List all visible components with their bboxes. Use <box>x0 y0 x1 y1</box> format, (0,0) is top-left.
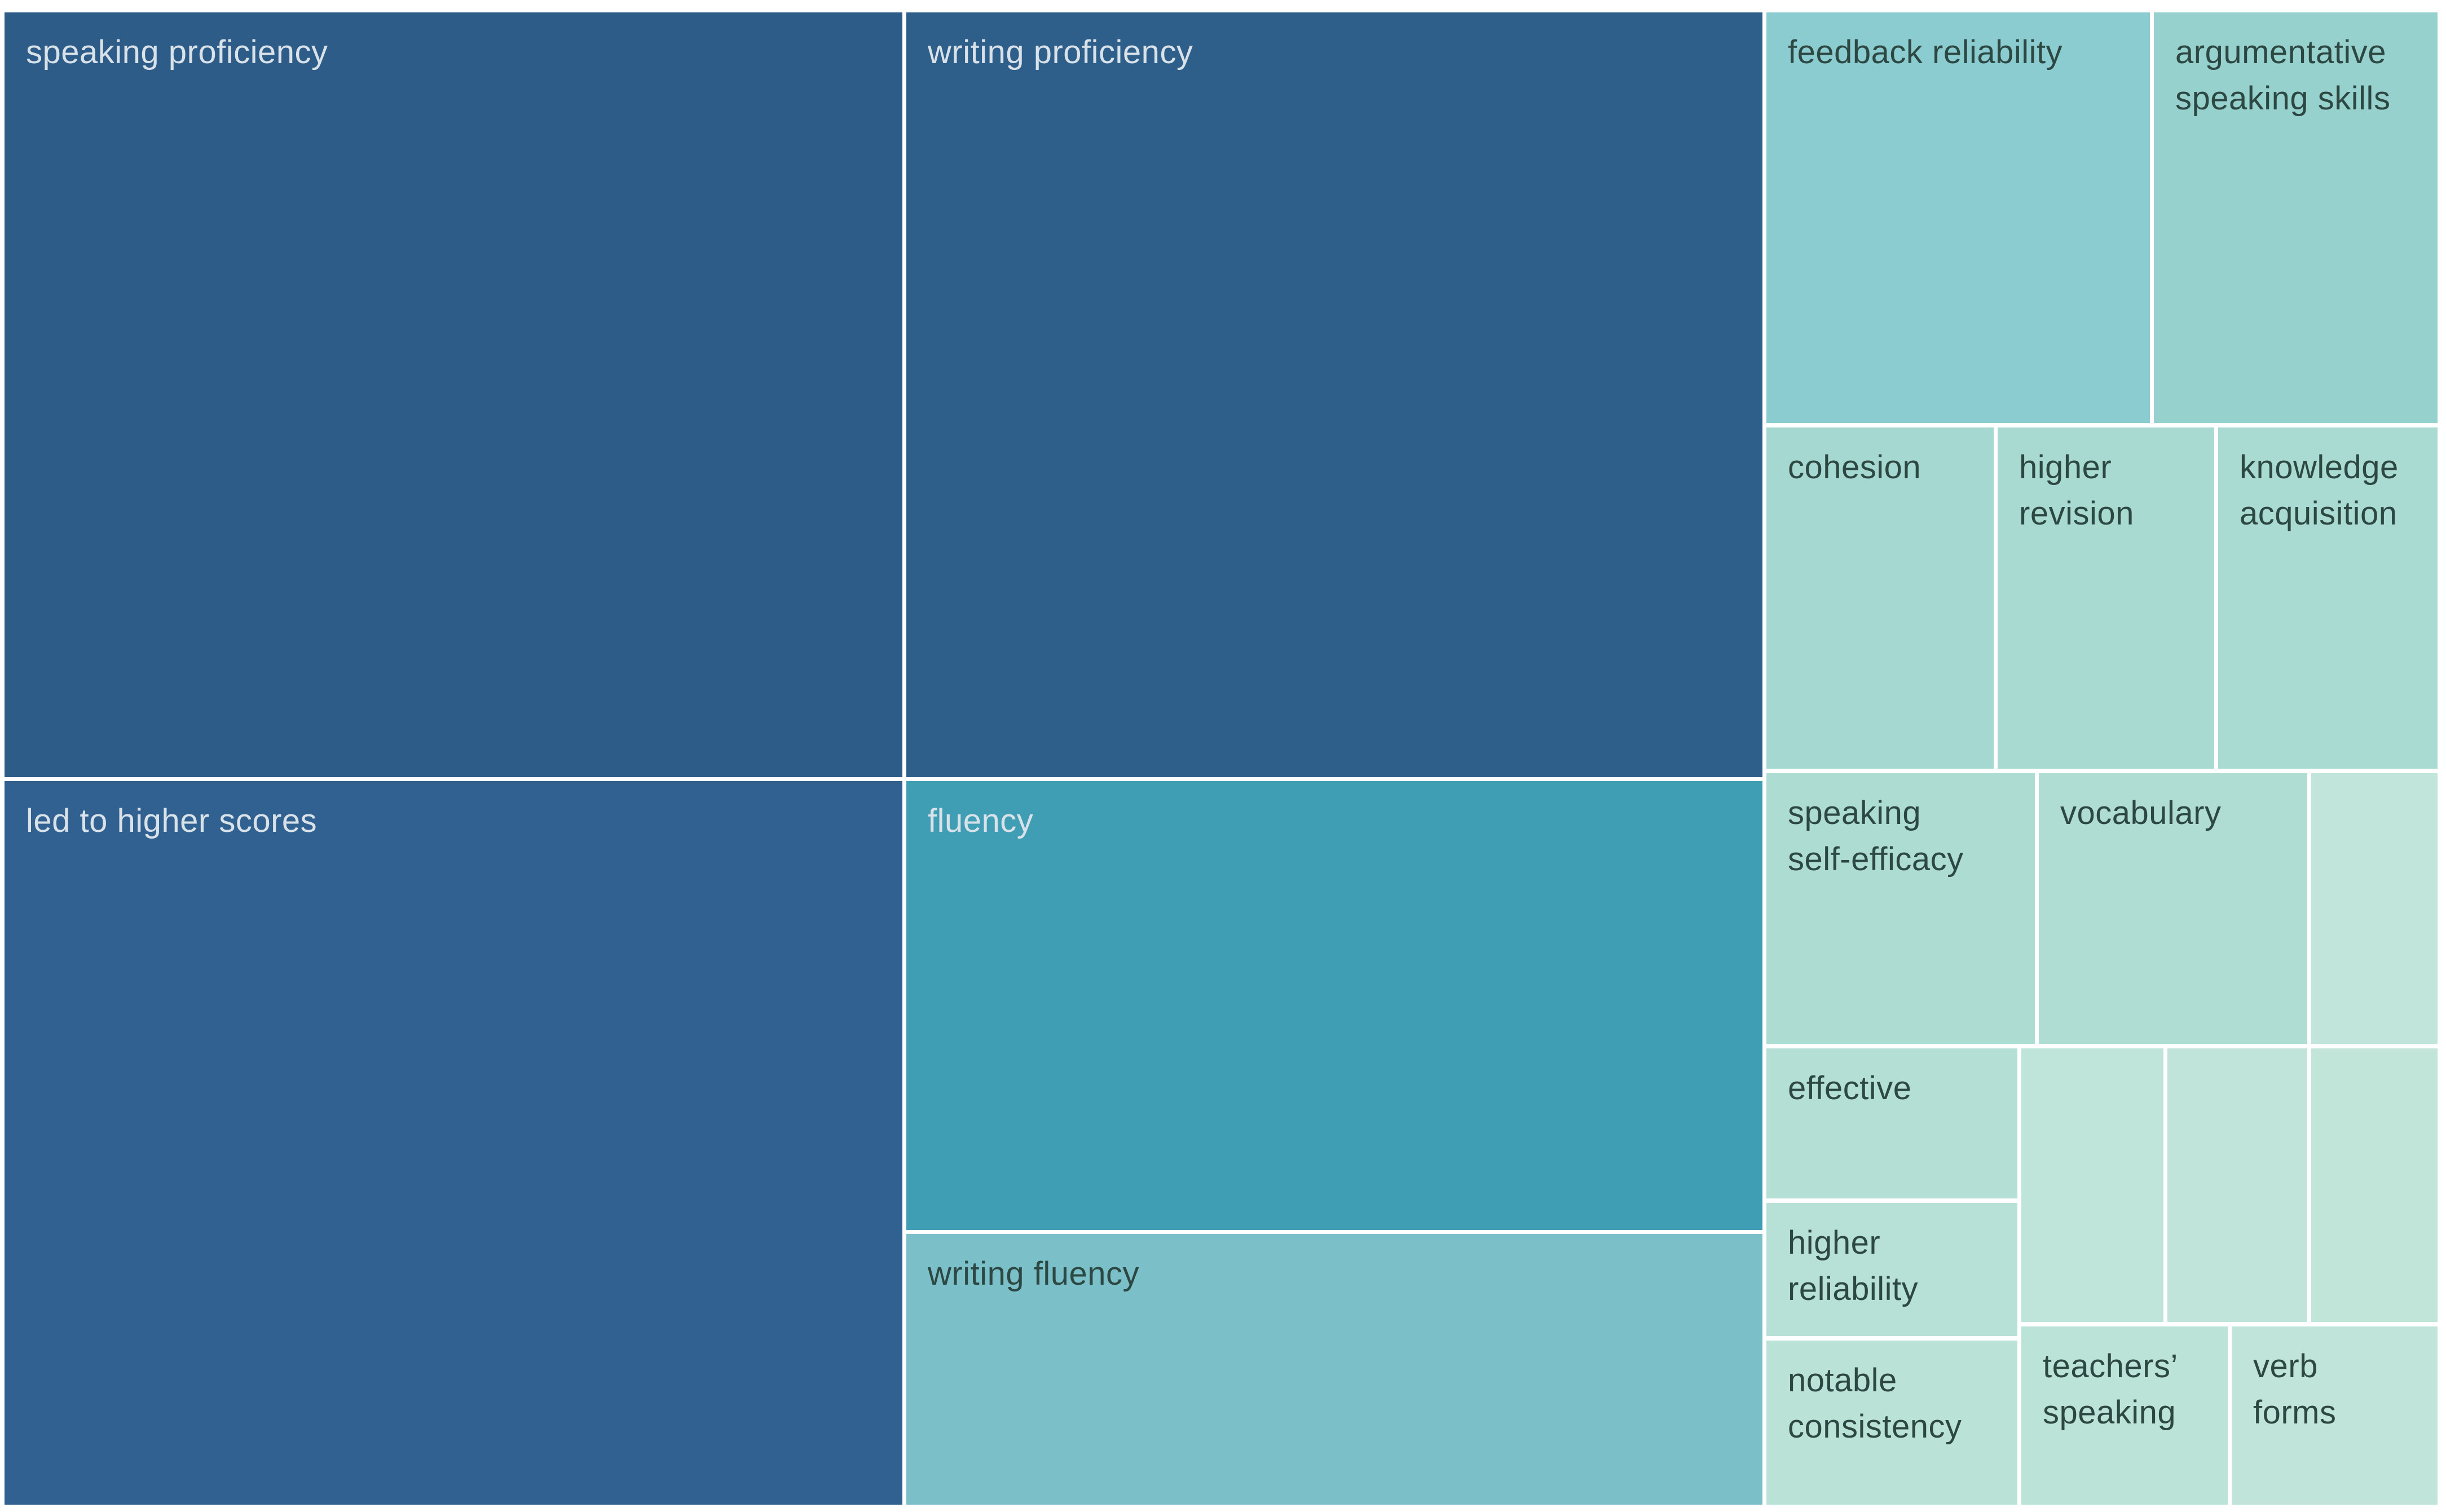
treemap-cell-label: verb forms <box>2253 1348 2337 1431</box>
treemap-cell-label: writing fluency <box>928 1255 1139 1292</box>
treemap-cell-cohesion[interactable]: cohesion <box>1766 427 1994 769</box>
treemap-cell-feedback-reliability[interactable]: feedback reliability <box>1766 12 2150 423</box>
treemap-cell-verb-forms[interactable]: verb forms <box>2232 1326 2438 1505</box>
treemap-cell-unlabeled-cell-3[interactable] <box>2167 1048 2307 1322</box>
treemap-cell-label: teachers’ speaking <box>2043 1348 2178 1431</box>
treemap-cell-vocabulary[interactable]: vocabulary <box>2039 773 2307 1044</box>
treemap-cell-label: speaking proficiency <box>26 34 328 70</box>
treemap-cell-higher-reliability[interactable]: higher reliability <box>1766 1203 2017 1336</box>
treemap-cell-label: higher revision <box>2019 449 2134 532</box>
treemap-cell-label: writing proficiency <box>928 34 1193 70</box>
treemap-cell-label: led to higher scores <box>26 803 318 839</box>
treemap-cell-writing-fluency[interactable]: writing fluency <box>906 1234 1762 1505</box>
treemap-cell-label: fluency <box>928 803 1034 839</box>
treemap-cell-label: knowledge acquisition <box>2240 449 2399 532</box>
treemap-cell-teachers-speaking[interactable]: teachers’ speaking <box>2021 1326 2228 1505</box>
treemap-cell-label: vocabulary <box>2060 795 2222 831</box>
treemap-cell-unlabeled-cell-4[interactable] <box>2311 1048 2438 1322</box>
treemap-cell-writing-proficiency[interactable]: writing proficiency <box>906 12 1762 777</box>
treemap-cell-label <box>2311 1048 2438 1082</box>
treemap-cell-unlabeled-cell-1[interactable] <box>2311 773 2438 1044</box>
treemap-cell-higher-revision[interactable]: higher revision <box>1998 427 2214 769</box>
treemap-cell-label: cohesion <box>1788 449 1921 486</box>
treemap-cell-label: notable consistency <box>1788 1362 1962 1445</box>
treemap-cell-unlabeled-cell-2[interactable] <box>2021 1048 2163 1322</box>
treemap-cell-knowledge-acquisition[interactable]: knowledge acquisition <box>2218 427 2438 769</box>
treemap-cell-label <box>2311 773 2438 807</box>
treemap-cell-label: higher reliability <box>1788 1224 1919 1308</box>
treemap-cell-label: argumentative speaking skills <box>2175 34 2391 117</box>
treemap-cell-notable-consistency[interactable]: notable consistency <box>1766 1341 2017 1505</box>
treemap-cell-speaking-proficiency[interactable]: speaking proficiency <box>5 12 902 777</box>
treemap-cell-label: effective <box>1788 1070 1912 1107</box>
treemap-cell-effective[interactable]: effective <box>1766 1048 2017 1198</box>
treemap-cell-label <box>2021 1048 2163 1082</box>
treemap-cell-label: speaking self-efficacy <box>1788 795 1964 878</box>
treemap-cell-label: feedback reliability <box>1788 34 2063 70</box>
treemap-cell-argumentative-speaking-skills[interactable]: argumentative speaking skills <box>2154 12 2438 423</box>
treemap-cell-led-to-higher-scores[interactable]: led to higher scores <box>5 781 902 1505</box>
treemap-cell-label <box>2167 1048 2307 1082</box>
treemap-cell-speaking-self-efficacy[interactable]: speaking self-efficacy <box>1766 773 2035 1044</box>
treemap-cell-fluency[interactable]: fluency <box>906 781 1762 1230</box>
